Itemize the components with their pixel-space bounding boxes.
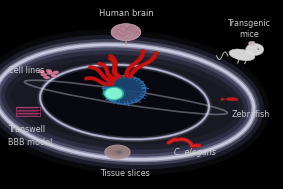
Ellipse shape — [47, 72, 53, 75]
Text: Transgenic: Transgenic — [228, 19, 271, 28]
Ellipse shape — [229, 49, 255, 61]
Text: Tissue slices: Tissue slices — [100, 169, 149, 178]
FancyBboxPatch shape — [16, 113, 40, 116]
Ellipse shape — [51, 74, 57, 77]
Text: Transwell: Transwell — [8, 125, 46, 134]
Text: Human brain: Human brain — [98, 9, 153, 18]
Circle shape — [105, 88, 122, 99]
Ellipse shape — [111, 24, 141, 41]
Ellipse shape — [38, 70, 45, 73]
Circle shape — [104, 87, 124, 100]
Ellipse shape — [44, 76, 50, 79]
Circle shape — [116, 150, 122, 154]
Ellipse shape — [107, 93, 139, 104]
Ellipse shape — [40, 65, 209, 139]
Circle shape — [103, 76, 146, 104]
Ellipse shape — [41, 73, 47, 76]
Circle shape — [102, 86, 126, 101]
Text: C. elegans: C. elegans — [174, 148, 216, 157]
Text: Cell lines: Cell lines — [8, 66, 45, 75]
Polygon shape — [221, 97, 226, 101]
Ellipse shape — [0, 45, 254, 160]
Ellipse shape — [105, 145, 130, 159]
Circle shape — [258, 49, 259, 50]
Ellipse shape — [226, 98, 238, 101]
Ellipse shape — [46, 69, 52, 73]
Ellipse shape — [53, 71, 59, 74]
Circle shape — [248, 41, 255, 46]
FancyBboxPatch shape — [16, 107, 40, 110]
Circle shape — [246, 43, 264, 56]
FancyBboxPatch shape — [16, 110, 40, 113]
Text: Zebrafish: Zebrafish — [231, 110, 270, 119]
Text: BBB model: BBB model — [8, 138, 53, 147]
Text: mice: mice — [239, 30, 259, 39]
